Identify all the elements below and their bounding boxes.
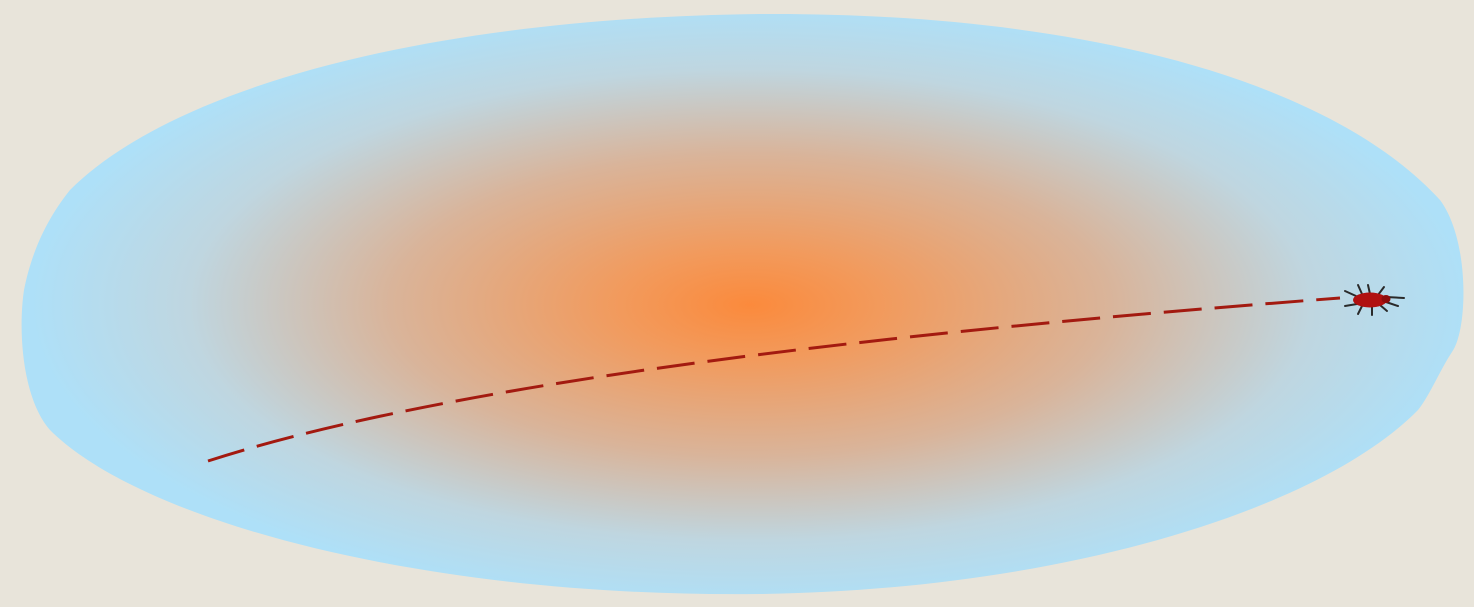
bug-icon — [1344, 284, 1405, 316]
bug-head — [1381, 295, 1391, 303]
bug-trail-path — [207, 296, 1341, 463]
gradient-field — [21, 13, 1464, 595]
bug-body — [1353, 292, 1387, 308]
